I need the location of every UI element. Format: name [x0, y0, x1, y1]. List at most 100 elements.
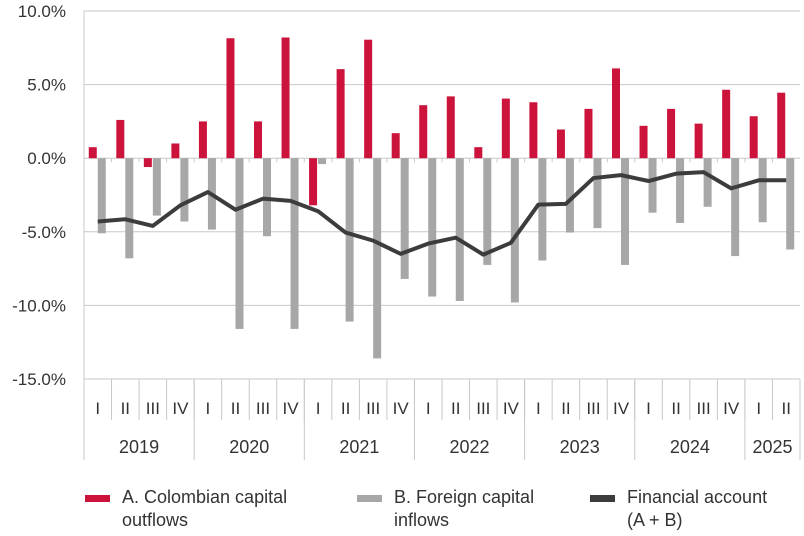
legend-swatch-red: [85, 495, 110, 502]
bar-outflows: [364, 39, 373, 159]
bar-inflows: [703, 158, 712, 207]
bar-inflows: [180, 158, 189, 222]
year-label: 2019: [119, 437, 159, 457]
bar-outflows: [556, 129, 565, 159]
legend-label: B. Foreign capital: [394, 487, 535, 507]
bar-outflows: [226, 38, 235, 159]
bar-inflows: [345, 158, 354, 322]
x-tick-label: IV: [613, 399, 630, 418]
y-tick-label: 0.0%: [27, 149, 66, 168]
legend-swatch-dark: [590, 495, 615, 502]
bar-outflows: [446, 96, 455, 159]
bar-inflows: [648, 158, 657, 213]
x-tick-label: IV: [283, 399, 300, 418]
legend-label: A. Colombian capital: [122, 487, 288, 507]
bar-outflows: [336, 69, 345, 159]
year-label: 2024: [670, 437, 710, 457]
bar-outflows: [501, 98, 510, 159]
x-tick-label: III: [586, 399, 600, 418]
x-tick-label: I: [206, 399, 211, 418]
legend-label: Financial account: [627, 487, 768, 507]
x-tick-label: I: [316, 399, 321, 418]
bar-inflows: [235, 158, 244, 329]
chart-svg: 10.0%5.0%0.0%-5.0%-10.0%-15.0%I II III IV I I…: [12, 2, 801, 460]
bar-inflows: [786, 158, 795, 250]
year-label: 2020: [229, 437, 269, 457]
bar-inflows: [565, 158, 574, 233]
bar-inflows: [538, 158, 547, 261]
bar-inflows: [97, 158, 106, 234]
x-tick-label: III: [256, 399, 270, 418]
x-tick-label: I: [536, 399, 541, 418]
bar-outflows: [198, 121, 207, 159]
bar-inflows: [290, 158, 299, 329]
x-tick-label: II: [561, 399, 570, 418]
bar-outflows: [749, 116, 758, 159]
bar-inflows: [428, 158, 437, 297]
bar-outflows: [281, 37, 290, 159]
bar-outflows: [419, 105, 428, 159]
bar-outflows: [612, 68, 620, 159]
x-tick-label: IV: [723, 399, 740, 418]
legend-swatch-gray: [357, 495, 382, 502]
bar-outflows: [584, 108, 593, 159]
y-tick-label: 10.0%: [18, 2, 66, 21]
year-label: 2022: [450, 437, 490, 457]
x-tick-label: II: [451, 399, 460, 418]
bar-inflows: [483, 158, 492, 265]
bar-outflows: [391, 133, 400, 159]
bar-outflows: [88, 147, 97, 159]
x-tick-label: I: [95, 399, 100, 418]
x-tick-label: IV: [503, 399, 520, 418]
bar-outflows: [116, 119, 125, 159]
bar-outflows: [171, 143, 180, 159]
y-tick-label: -15.0%: [12, 370, 66, 389]
bar-outflows: [777, 92, 786, 159]
bar-outflows: [529, 102, 538, 159]
bar-inflows: [400, 158, 409, 279]
x-tick-label: II: [671, 399, 680, 418]
bar-inflows: [510, 158, 519, 303]
y-tick-label: -10.0%: [12, 296, 66, 315]
x-tick-label: I: [646, 399, 651, 418]
x-tick-label: IV: [172, 399, 189, 418]
x-tick-label: II: [121, 399, 130, 418]
legend-label: (A + B): [627, 510, 683, 530]
y-tick-label: 5.0%: [27, 76, 66, 95]
line-financial-account: [97, 170, 787, 257]
bar-outflows: [694, 123, 703, 159]
bar-inflows: [593, 158, 602, 229]
x-tick-label: III: [476, 399, 490, 418]
legend-label: outflows: [122, 510, 189, 530]
bar-outflows: [639, 125, 648, 159]
y-tick-label: -5.0%: [22, 223, 66, 242]
legend-item-inflows: B. Foreign capital inflows: [357, 486, 534, 532]
bar-inflows: [152, 158, 161, 216]
x-tick-label: III: [146, 399, 160, 418]
bar-outflows: [474, 147, 483, 159]
x-tick-label: II: [341, 399, 350, 418]
bar-inflows: [731, 158, 740, 257]
year-label: 2025: [752, 437, 792, 457]
bar-outflows: [143, 158, 152, 168]
legend-label: inflows: [394, 510, 450, 530]
bar-outflows: [309, 158, 318, 206]
bar-inflows: [318, 158, 327, 165]
bar-inflows: [758, 158, 767, 223]
year-label: 2021: [339, 437, 379, 457]
bar-outflows: [254, 121, 262, 159]
x-tick-label: III: [697, 399, 711, 418]
bar-inflows: [455, 158, 464, 301]
bar-outflows: [667, 108, 676, 159]
x-tick-label: II: [782, 399, 791, 418]
x-tick-label: I: [426, 399, 431, 418]
year-label: 2023: [560, 437, 600, 457]
bar-inflows: [373, 158, 382, 359]
x-tick-label: I: [756, 399, 761, 418]
x-tick-label: II: [231, 399, 240, 418]
legend-item-outflows: A. Colombian capital outflows: [85, 486, 287, 532]
bar-inflows: [621, 158, 629, 265]
bar-outflows: [722, 89, 731, 159]
bar-inflows: [125, 158, 134, 259]
